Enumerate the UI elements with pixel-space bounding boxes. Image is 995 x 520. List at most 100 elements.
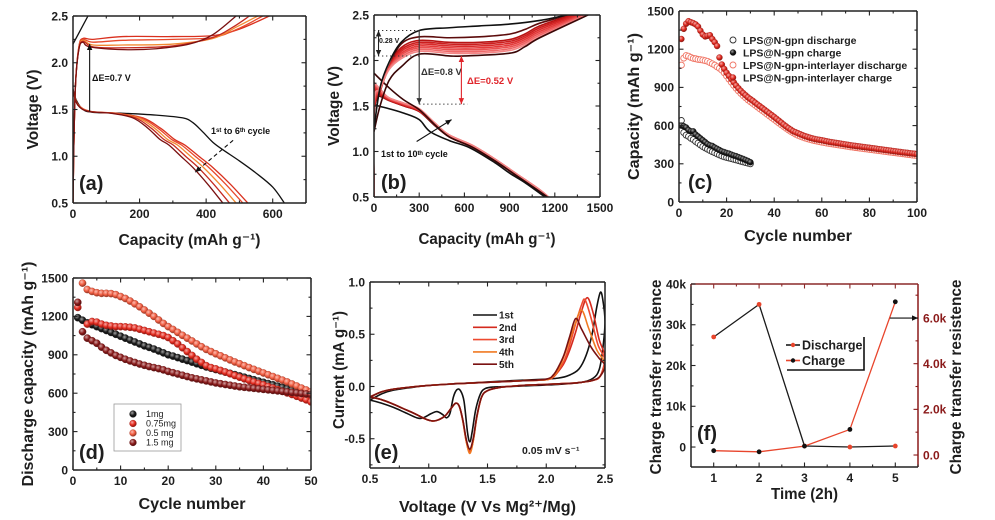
x-tick-label: 300 <box>409 201 429 215</box>
y2-tick-label: 6.0k <box>923 311 947 325</box>
legend-label: 2nd <box>499 323 517 334</box>
y-tick-label: 2.5 <box>352 8 369 22</box>
annotation-arrow <box>86 44 93 112</box>
data-point <box>78 327 87 336</box>
annotation-text: 1st to 10ᵗʰ cycle <box>381 149 448 159</box>
series-cycle-10-discharge <box>374 72 549 197</box>
plot-area <box>73 16 306 203</box>
y-axis-label: Capacity (mAh g⁻¹) <box>626 33 643 180</box>
data-point <box>847 444 853 450</box>
panel-f: 1 2 3 4 5 0 10k 20k 30k 40k 0.0 2.0k 4.0k 6.0k Time (2… <box>648 277 965 503</box>
series-line <box>370 317 605 450</box>
y-tick-label: 2.0 <box>352 54 369 68</box>
x-tick-label: 1500 <box>587 201 614 215</box>
legend-marker <box>729 74 737 81</box>
panel-label: (e) <box>374 442 398 464</box>
y-tick-label: 0.5 <box>352 190 369 204</box>
series-layer <box>679 17 917 168</box>
arrow-shaft <box>194 139 234 173</box>
y-tick-label: 300 <box>48 425 68 439</box>
x-axis-label: Cycle number <box>744 228 852 245</box>
annotation: 0.28 V <box>375 30 400 56</box>
data-point <box>802 443 807 449</box>
y-tick-label: 900 <box>48 348 68 362</box>
x-tick-label: 10 <box>114 474 128 488</box>
series-markers-charge <box>711 299 898 455</box>
annotation-text: 0.05 mV s⁻¹ <box>522 445 580 457</box>
legend-item: LPS@N-gpn-interlayer charge <box>729 72 892 84</box>
legend-label: 1mg <box>146 409 164 419</box>
x-tick-label: 1 <box>710 471 717 485</box>
panel-label: (b) <box>381 172 407 194</box>
x-tick-label: 5 <box>892 471 899 485</box>
panel-e: 0.5 1.0 1.5 2.0 2.5 -0.5 0.0 0.5 1.0 Voltage (V V… <box>331 275 614 516</box>
x-tick-label: 20 <box>720 206 734 220</box>
legend-marker <box>129 438 137 447</box>
legend-marker <box>129 410 137 418</box>
legend-marker <box>129 419 137 428</box>
legend-marker <box>729 49 737 56</box>
x-tick-label: 200 <box>130 207 150 221</box>
annotation-text: ΔE=0.52 V <box>467 76 514 87</box>
panel-label: (c) <box>688 172 712 194</box>
arrow-head <box>375 49 382 56</box>
y-tick-label: 30k <box>666 318 686 332</box>
series-line <box>374 15 584 197</box>
data-point <box>711 334 717 340</box>
x-tick-label: 600 <box>454 201 474 215</box>
x-tick-label: 2.5 <box>597 472 614 486</box>
x-tick-label: 1.5 <box>479 472 496 486</box>
x-tick-label: 3 <box>801 471 808 485</box>
x-tick-label: 20 <box>162 474 176 488</box>
arrow-head <box>445 119 452 126</box>
series-cycle-9-charge <box>374 15 588 197</box>
legend-label: LPS@N-gpn discharge <box>743 35 857 47</box>
data-point <box>756 449 762 455</box>
x-axis-label: Capacity (mAh g⁻¹) <box>119 232 261 249</box>
x-tick-label: 100 <box>907 206 927 220</box>
legend-label: 5th <box>499 360 514 371</box>
legend-item: LPS@N-gpn discharge <box>729 35 857 47</box>
annotation-arrow <box>416 119 452 142</box>
axes: 1 2 3 4 5 0 10k 20k 30k 40k 0.0 2.0k 4.0k 6.0k <box>666 277 947 485</box>
y-axis-label: Voltage (V) <box>25 70 42 150</box>
legend-item: LPS@N-gpn-interlayer discharge <box>729 60 907 72</box>
legend-marker <box>790 342 796 348</box>
y-tick-label: 0 <box>679 440 686 454</box>
y-tick-label: 600 <box>48 387 68 401</box>
y2-tick-label: 0.0 <box>923 448 940 462</box>
y-tick-label: 0 <box>61 463 68 477</box>
x-tick-label: 0 <box>70 207 77 221</box>
x-tick-label: 2 <box>756 471 763 485</box>
series-line <box>374 72 549 197</box>
y-axis-label: Voltage (V) <box>326 66 343 146</box>
series-lps-n-gpn-interlayer-charge <box>679 17 917 158</box>
y-tick-label: 0.0 <box>348 380 365 394</box>
arrow-head <box>458 55 465 62</box>
y-axis-label: Current (mA g⁻¹) <box>331 311 348 429</box>
legend-label: LPS@N-gpn-interlayer discharge <box>743 60 907 72</box>
panel-label: (f) <box>697 423 717 445</box>
x-axis-label: Voltage (V Vs Mg²⁺/Mg) <box>399 499 576 516</box>
annotation: ΔE=0.8 V <box>416 30 463 105</box>
y-tick-label: 1500 <box>647 4 674 18</box>
legend-marker <box>790 358 796 363</box>
x-tick-label: 40 <box>257 474 271 488</box>
series-layer <box>73 279 311 406</box>
axes: 0.5 1.0 1.5 2.0 2.5 -0.5 0.0 0.5 1.0 <box>344 275 613 486</box>
y2-tick-label: 4.0k <box>923 357 947 371</box>
x-tick-label: 50 <box>304 474 318 488</box>
y-tick-label: 1.0 <box>51 150 68 164</box>
series-line <box>374 15 588 197</box>
legend-item: 0.75mg <box>129 419 176 429</box>
legend-label: 3rd <box>499 335 515 346</box>
arrow-shaft <box>416 119 452 142</box>
data-point <box>847 427 853 432</box>
data-point <box>78 279 87 287</box>
data-point <box>713 42 721 50</box>
x-tick-label: 4 <box>847 471 854 485</box>
